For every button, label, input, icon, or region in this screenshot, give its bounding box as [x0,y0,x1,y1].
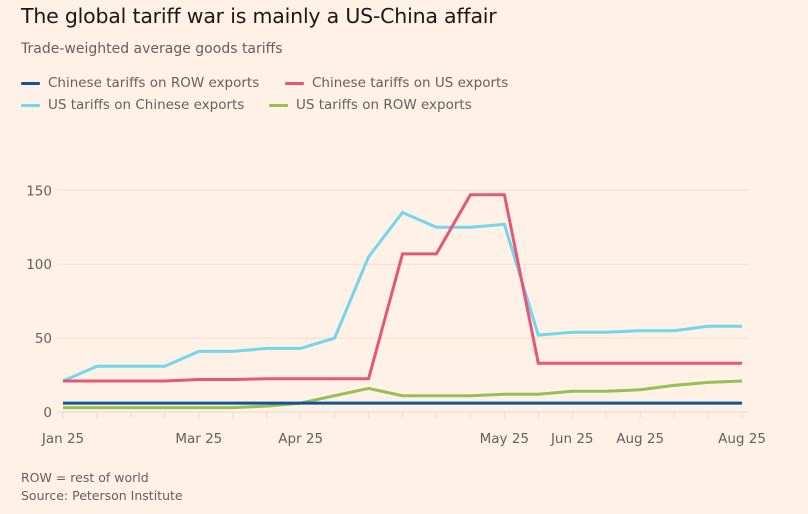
x-tick-label: Jun 25 [550,431,594,447]
chart-subtitle: Trade-weighted average goods tariffs [21,41,283,57]
legend-item-chinese-us: Chinese tariffs on US exports [285,75,508,91]
gridlines [57,189,748,339]
y-axis: 0 50 100 150 [26,183,52,421]
legend-item-us-row: US tariffs on ROW exports [269,97,472,113]
y-tick-label: 100 [26,257,52,273]
y-tick-label: 50 [35,331,52,347]
legend-label: US tariffs on Chinese exports [48,97,245,113]
legend-swatch [21,81,40,85]
series-line-us-tariffs-on-chinese-exports [62,210,742,383]
y-tick-label: 150 [26,183,52,199]
x-tick-label: Aug 25 [616,431,664,447]
source-note: Source: Peterson Institute [21,488,183,503]
chart-title: The global tariff war is mainly a US-Chi… [21,4,497,28]
legend-item-chinese-row: Chinese tariffs on ROW exports [21,75,259,91]
legend-label: Chinese tariffs on ROW exports [48,75,260,91]
y-tick-label: 0 [43,405,52,421]
series-line-us-tariffs-on-row-exports [63,379,743,410]
x-tick-label: Mar 25 [175,431,222,447]
legend-swatch [285,81,304,85]
x-tick-label: May 25 [480,431,529,447]
x-tick-label: Jan 25 [41,431,84,447]
x-tick-label: Aug 25 [718,431,766,447]
legend-label: Chinese tariffs on US exports [312,75,509,91]
legend-item-us-chinese: US tariffs on Chinese exports [21,97,244,113]
x-tick-label: Apr 25 [278,431,323,447]
legend-swatch [269,103,288,107]
series-line-chinese-tariffs-on-us-exports [63,193,742,383]
x-axis: Jan 25 Mar 25 Apr 25 May 25 Jun 25 Aug 25 Aug … [41,411,766,447]
legend-swatch [21,103,40,107]
series-lines [62,193,743,410]
footnote: ROW = rest of world [21,470,149,485]
legend-label: US tariffs on ROW exports [296,97,472,113]
